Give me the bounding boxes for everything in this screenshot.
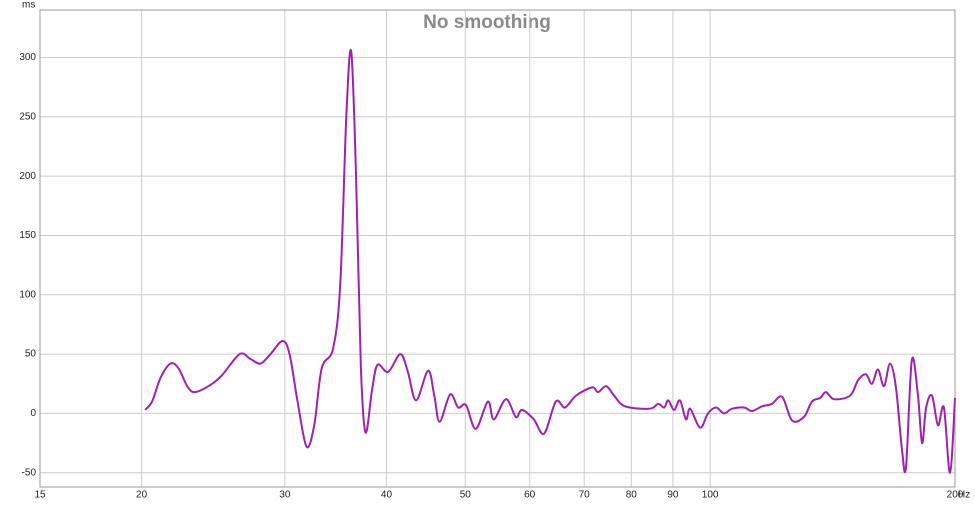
y-tick-label: 50 [25,349,37,360]
x-tick-label: 80 [626,490,638,501]
chart-title: No smoothing [423,12,551,33]
y-tick-label: 200 [19,171,36,182]
data-line [144,48,956,474]
x-tick-label: 100 [702,490,719,501]
y-tick-label: 250 [19,111,36,122]
x-tick-label: 15 [34,490,46,501]
y-axis-label: ms [22,0,35,11]
x-tick-label: 40 [381,490,393,501]
x-tick-label: 30 [279,490,291,501]
x-tick-label: 90 [667,490,679,501]
x-tick-label: 70 [579,490,591,501]
x-tick-label: 20 [136,490,148,501]
y-tick-label: 0 [30,408,36,419]
y-tick-label: 100 [19,289,36,300]
y-tick-label: 150 [19,230,36,241]
y-tick-label: 300 [19,52,36,63]
plot-border [39,9,956,488]
x-tick-label: 60 [524,490,536,501]
x-tick-label: 50 [460,490,472,501]
x-axis-label: Hz [958,490,970,501]
y-tick-label: -50 [22,467,37,478]
x-tick-label: 200 [947,490,964,501]
